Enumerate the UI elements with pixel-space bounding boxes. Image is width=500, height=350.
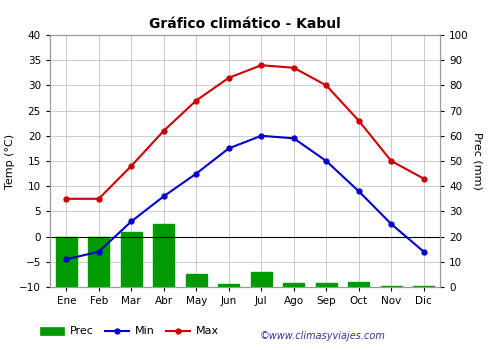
Bar <box>88 237 110 287</box>
Y-axis label: Prec (mm): Prec (mm) <box>472 132 482 190</box>
Bar <box>348 282 370 287</box>
Y-axis label: Temp (°C): Temp (°C) <box>5 133 15 189</box>
Bar <box>316 283 337 287</box>
Bar <box>413 286 434 287</box>
Bar <box>380 286 402 287</box>
Title: Gráfico climático - Kabul: Gráfico climático - Kabul <box>149 17 341 31</box>
Bar <box>153 224 174 287</box>
Legend: Prec, Min, Max: Prec, Min, Max <box>36 322 224 341</box>
Bar <box>283 283 304 287</box>
Bar <box>186 274 207 287</box>
Bar <box>250 272 272 287</box>
Text: ©www.climasyviajes.com: ©www.climasyviajes.com <box>260 331 386 341</box>
Bar <box>218 285 240 287</box>
Bar <box>120 232 142 287</box>
Bar <box>56 237 77 287</box>
